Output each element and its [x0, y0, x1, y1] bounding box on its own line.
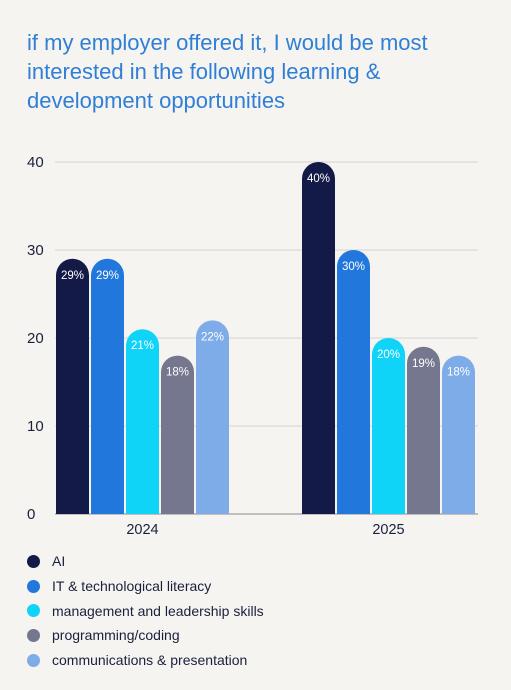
chart-legend: AI IT & technological literacy managemen…: [27, 549, 264, 672]
legend-swatch-it-literacy: [27, 579, 40, 593]
bar: [56, 258, 89, 514]
bar-value-label: 29%: [61, 270, 84, 282]
y-tick-label: 10: [27, 418, 44, 435]
bar: [372, 338, 405, 514]
bar: [337, 250, 370, 515]
bar-value-label: 30%: [342, 261, 365, 273]
bar: [407, 346, 440, 514]
bar-chart: 0 10 20 30 40 29% 29% 21% 18% 22% 2024 40% 30% 20% 19%…: [27, 154, 478, 538]
bar-value-label: 22%: [201, 331, 224, 343]
bar-value-label: 20%: [377, 349, 400, 361]
y-tick-label: 20: [27, 330, 44, 347]
legend-swatch-ai: [27, 554, 40, 568]
bar: [91, 258, 124, 514]
legend-item-management: management and leadership skills: [27, 598, 264, 623]
legend-label-ai: AI: [52, 553, 66, 570]
bar: [161, 355, 194, 514]
bar: [302, 162, 335, 514]
bar-value-label: 21%: [131, 340, 154, 352]
legend-swatch-management: [27, 604, 40, 618]
legend-swatch-programming: [27, 628, 40, 642]
bar-value-label: 18%: [166, 367, 189, 379]
legend-item-communications: communications & presentation: [27, 648, 264, 673]
legend-item-ai: AI: [27, 549, 264, 574]
bar-value-label: 18%: [447, 367, 470, 379]
y-tick-label: 40: [27, 154, 44, 171]
y-tick-label: 30: [27, 242, 44, 259]
legend-item-programming: programming/coding: [27, 623, 264, 648]
legend-label-programming: programming/coding: [52, 627, 180, 644]
bar: [126, 329, 159, 514]
bar: [196, 320, 229, 514]
y-tick-label: 0: [27, 506, 35, 523]
legend-label-management: management and leadership skills: [52, 602, 264, 619]
bar-value-label: 29%: [96, 270, 119, 282]
legend-swatch-communications: [27, 653, 40, 667]
bar-value-label: 40%: [307, 173, 330, 185]
legend-label-communications: communications & presentation: [52, 652, 248, 669]
bar: [442, 355, 475, 514]
x-category-label: 2025: [372, 522, 404, 538]
legend-item-it-literacy: IT & technological literacy: [27, 574, 264, 599]
x-category-label: 2024: [126, 522, 158, 538]
chart-title: if my employer offered it, I would be mo…: [27, 30, 428, 113]
legend-label-it-literacy: IT & technological literacy: [52, 578, 212, 595]
bar-value-label: 19%: [412, 358, 435, 370]
